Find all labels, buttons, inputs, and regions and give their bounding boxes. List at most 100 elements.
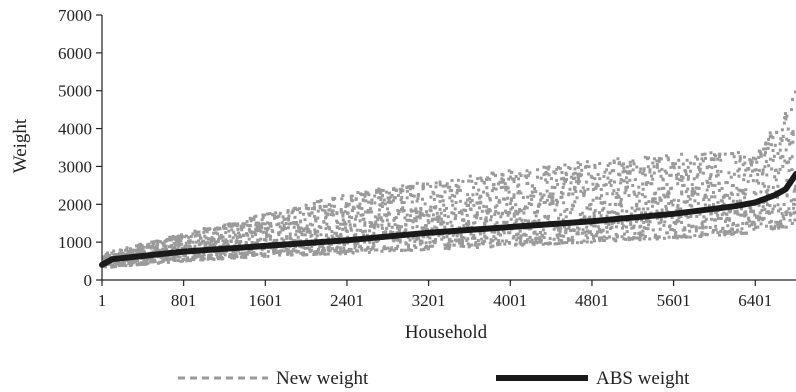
- new-weight-point: [479, 176, 483, 180]
- new-weight-point: [310, 211, 314, 215]
- new-weight-point: [546, 172, 550, 176]
- new-weight-point: [269, 221, 273, 225]
- new-weight-point: [432, 192, 436, 196]
- new-weight-point: [571, 238, 575, 242]
- new-weight-point: [379, 188, 383, 192]
- new-weight-point: [194, 240, 198, 244]
- new-weight-point: [165, 257, 168, 261]
- new-weight-point: [683, 228, 687, 232]
- new-weight-point: [303, 246, 307, 250]
- new-weight-point: [765, 211, 769, 215]
- new-weight-point: [256, 225, 260, 228]
- new-weight-point: [769, 225, 773, 229]
- new-weight-point: [464, 222, 468, 226]
- new-weight-point: [768, 131, 772, 135]
- new-weight-point: [679, 175, 683, 178]
- y-tick-label: 4000: [58, 120, 92, 139]
- new-weight-point: [665, 231, 669, 235]
- new-weight-point: [354, 244, 357, 248]
- new-weight-point: [490, 215, 493, 219]
- new-weight-point: [272, 250, 276, 254]
- new-weight-point: [193, 234, 197, 238]
- new-weight-point: [587, 231, 591, 235]
- new-weight-point: [773, 143, 777, 147]
- x-tick-label: 1601: [248, 291, 282, 310]
- new-weight-point: [254, 229, 258, 233]
- new-weight-point: [645, 227, 648, 230]
- new-weight-point: [565, 241, 569, 244]
- new-weight-point: [705, 232, 709, 236]
- new-weight-point: [253, 231, 256, 234]
- new-weight-point: [414, 207, 418, 211]
- new-weight-point: [589, 202, 593, 206]
- new-weight-point: [301, 245, 305, 249]
- new-weight-point: [408, 238, 412, 242]
- new-weight-point: [759, 154, 763, 158]
- new-weight-point: [445, 182, 449, 186]
- new-weight-point: [388, 212, 392, 216]
- new-weight-point: [124, 252, 128, 256]
- new-weight-point: [701, 171, 705, 175]
- new-weight-point: [643, 155, 647, 159]
- new-weight-point: [577, 177, 580, 181]
- new-weight-point: [484, 216, 488, 220]
- new-weight-point: [286, 252, 290, 256]
- new-weight-point: [720, 199, 724, 203]
- new-weight-point: [398, 225, 401, 228]
- new-weight-point: [309, 234, 313, 238]
- new-weight-point: [473, 243, 477, 247]
- new-weight-point: [665, 183, 669, 186]
- new-weight-point: [773, 224, 777, 228]
- new-weight-point: [328, 227, 332, 231]
- x-tick-label: 2401: [330, 291, 364, 310]
- new-weight-point: [407, 243, 410, 247]
- new-weight-point: [557, 242, 561, 245]
- new-weight-point: [753, 168, 757, 172]
- new-weight-point: [478, 206, 481, 210]
- new-weight-point: [310, 207, 314, 211]
- new-weight-point: [715, 169, 719, 173]
- new-weight-point: [390, 200, 394, 204]
- new-weight-point: [269, 223, 273, 227]
- new-weight-point: [327, 245, 331, 249]
- new-weight-point: [734, 160, 738, 164]
- new-weight-point: [646, 165, 650, 169]
- new-weight-point: [260, 253, 264, 257]
- abs-weight-line: [99, 171, 796, 268]
- new-weight-point: [625, 209, 629, 213]
- new-weight-point: [437, 217, 441, 221]
- new-weight-point: [226, 242, 230, 246]
- new-weight-point: [381, 194, 384, 198]
- new-weight-point: [670, 186, 674, 190]
- new-weight-point: [576, 181, 580, 185]
- new-weight-point: [747, 219, 751, 223]
- new-weight-point: [710, 195, 714, 199]
- new-weight-point: [604, 183, 608, 187]
- new-weight-point: [114, 262, 118, 266]
- new-weight-point: [512, 193, 516, 197]
- new-weight-point: [395, 247, 399, 251]
- new-weight-point: [399, 198, 403, 202]
- new-weight-point: [779, 223, 783, 227]
- new-weight-point: [564, 231, 568, 235]
- new-weight-point: [477, 242, 481, 246]
- new-weight-point: [560, 177, 564, 181]
- new-weight-point: [230, 228, 234, 232]
- new-weight-point: [523, 240, 527, 243]
- new-weight-point: [655, 165, 659, 169]
- new-weight-point: [758, 215, 762, 219]
- new-weight-point: [543, 231, 547, 235]
- new-weight-point: [259, 252, 263, 255]
- new-weight-point: [681, 235, 685, 239]
- new-weight-point: [364, 192, 368, 196]
- new-weight-point: [159, 260, 163, 264]
- new-weight-point: [703, 203, 707, 207]
- new-weight-point: [315, 200, 319, 204]
- new-weight-point: [683, 226, 687, 230]
- new-weight-point: [361, 230, 364, 234]
- x-tick-label: 1: [98, 291, 107, 310]
- new-weight-point: [433, 225, 437, 229]
- new-weight-point: [762, 216, 766, 220]
- new-weight-point: [638, 225, 642, 229]
- new-weight-point: [640, 193, 644, 197]
